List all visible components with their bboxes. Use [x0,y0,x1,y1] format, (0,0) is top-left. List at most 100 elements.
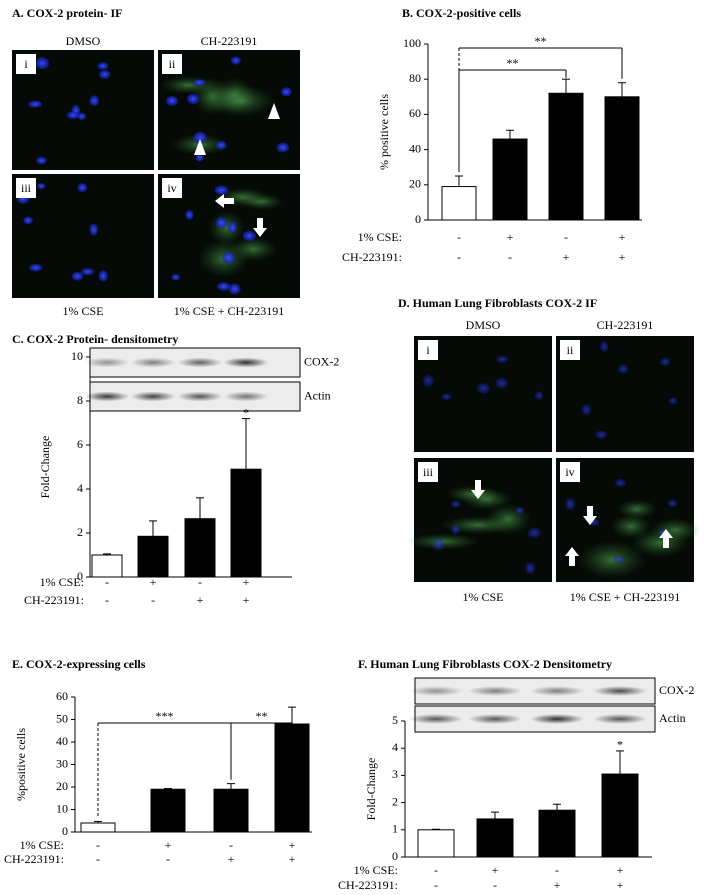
numeral-box [16,178,36,198]
y-tick-label: 30 [56,756,68,770]
condition-value: + [243,593,250,607]
condition-value: - [105,575,109,589]
footer-label: 1% CSE + CH-223191 [570,590,680,604]
nucleus [97,62,109,70]
numeral: i [24,57,28,71]
nucleus [495,377,508,389]
nucleus [217,282,231,291]
nucleus [525,562,536,575]
condition-value: - [229,838,233,852]
nucleus [187,93,200,105]
arrow [583,506,597,525]
condition-value: - [151,593,155,607]
numeral-box [418,462,438,482]
y-tick-label: 20 [56,779,68,793]
nucleus [281,87,292,97]
condition-value: + [289,838,296,852]
nucleus [77,183,88,193]
nucleus [527,527,541,539]
numeral: iii [423,465,434,479]
nucleus [215,140,227,150]
nucleus [595,430,608,439]
chart-title: C. COX-2 Protein- densitometry [12,332,178,346]
condition-label: 1% CSE: [354,863,398,877]
nucleus [432,538,445,551]
significance-label: ** [535,34,547,48]
nucleus [171,273,180,281]
blot-band [223,391,269,402]
blot-band [468,686,522,696]
nucleus [222,252,236,264]
bar [441,186,477,221]
numeral: ii [169,57,176,71]
nucleus [214,185,229,195]
y-tick-label: 3 [392,767,398,781]
condition-value: + [492,863,499,877]
condition-value: + [619,230,626,244]
bar [417,829,455,858]
numeral: ii [567,343,574,357]
blot-band [593,714,647,724]
arrow [253,218,267,237]
nucleus [476,383,490,394]
y-tick-label: 5 [392,713,398,727]
significance-label: ** [507,56,519,70]
nucleus [667,499,678,507]
nucleus [276,142,290,153]
blot-band [409,714,463,724]
nucleus [89,95,100,107]
y-axis-label: %positive cells [14,728,28,801]
condition-label: CH-223191: [24,593,84,607]
arrow [659,529,673,548]
condition-label: 1% CSE: [40,575,84,589]
nucleus [23,216,33,225]
y-axis-label: % positive cells [377,94,391,170]
nucleus [228,283,241,295]
condition-value: + [243,575,250,589]
condition-value: - [434,878,438,892]
nucleus [35,57,50,70]
nucleus [534,391,544,400]
condition-label: 1% CSE: [358,230,402,244]
numeral: iv [167,181,176,195]
y-axis-label: Fold-Change [364,758,378,821]
condition-value: - [493,878,497,892]
nucleus [242,230,257,241]
y-tick-label: 6 [77,437,83,451]
blot-band [530,686,584,696]
arrow [565,547,579,566]
footer-label: 1% CSE [62,304,103,318]
nucleus [36,156,47,165]
cytoplasm-stain [205,85,276,117]
nucleus [422,374,434,387]
blot-band [530,714,584,724]
blot-band [84,357,130,368]
blot-band [130,357,176,368]
arrow [471,480,485,499]
bar [548,92,584,221]
nucleus [615,478,626,487]
condition-value: - [96,852,100,866]
blot-band [223,357,269,368]
y-tick-label: 1 [392,822,398,836]
condition-value: - [555,863,559,877]
nucleus [515,506,525,515]
blot-label: Actin [304,388,331,402]
numeral-box [560,340,580,360]
nucleus [660,357,671,367]
y-tick-label: 40 [56,734,68,748]
blot-band [130,391,176,402]
bar [137,535,169,578]
y-tick-label: 0 [77,569,83,583]
numeral-box [560,462,580,482]
y-tick-label: 2 [392,794,398,808]
condition-value: + [150,575,157,589]
chart-title: F. Human Lung Fibroblasts COX-2 Densitom… [358,657,612,671]
nucleus [98,69,111,79]
cytoplasm-stain [160,76,217,95]
bar [230,468,262,578]
column-label: DMSO [466,318,501,332]
condition-value: + [617,863,624,877]
y-tick-label: 2 [77,525,83,539]
condition-value: + [563,250,570,264]
